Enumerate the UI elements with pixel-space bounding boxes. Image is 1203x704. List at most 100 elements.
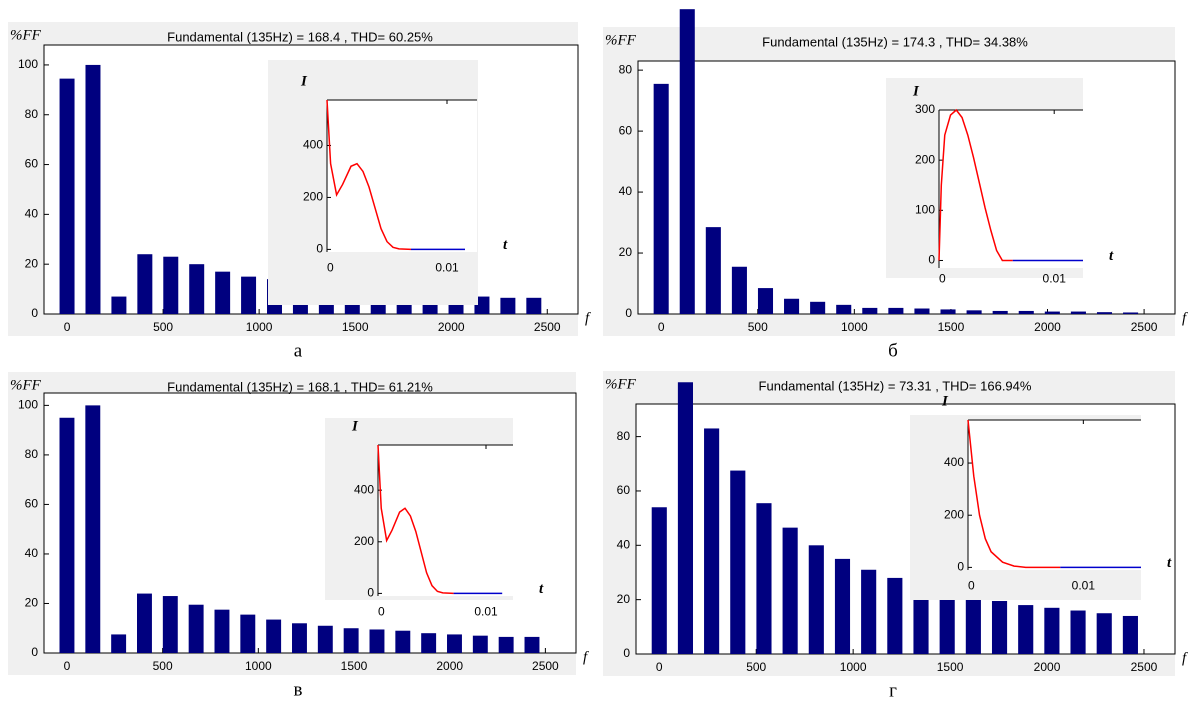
y-axis-label: %FF: [10, 27, 42, 43]
x-tick-label: 0: [64, 659, 71, 673]
bar: [214, 609, 230, 653]
x-tick-label: 500: [153, 320, 173, 334]
y-tick-label: 80: [25, 447, 39, 461]
inset-y-label: I: [351, 418, 359, 434]
bar: [888, 307, 904, 314]
bar: [679, 9, 695, 314]
x-tick-label: 1000: [246, 320, 273, 334]
bar: [965, 598, 981, 654]
panel: Fundamental (135Hz) = 174.3 , THD= 34.38…: [603, 9, 1188, 361]
bar: [524, 636, 540, 653]
bar: [808, 545, 824, 654]
bar: [1096, 312, 1113, 314]
bar: [526, 297, 542, 314]
bar: [756, 503, 772, 654]
x-axis-label: f: [583, 649, 589, 665]
bar: [939, 596, 955, 654]
inset-y-tick-label: 0: [367, 586, 374, 600]
inset-x-tick-label: 0.01: [474, 605, 498, 619]
x-tick-label: 1000: [245, 659, 272, 673]
bar: [85, 64, 101, 314]
inset-x-label: t: [503, 237, 508, 253]
bar: [784, 298, 800, 314]
bar: [111, 296, 127, 314]
bar: [369, 629, 385, 653]
bar: [85, 405, 101, 653]
inset-line: [377, 444, 454, 595]
x-tick-label: 2500: [532, 659, 559, 673]
inset-y-label: I: [941, 393, 949, 409]
inset-y-tick-label: 400: [354, 482, 374, 496]
inset-x-tick-label: 0: [939, 272, 946, 286]
y-tick-label: 80: [617, 429, 631, 443]
y-tick-label: 0: [625, 306, 632, 320]
inset-plot-area: [327, 100, 477, 252]
x-tick-label: 2000: [438, 320, 465, 334]
bar: [421, 633, 437, 653]
inset-plot-area: [968, 420, 1141, 570]
y-tick-label: 40: [25, 546, 39, 560]
bar: [862, 307, 878, 314]
inset-y-tick-label: 0: [316, 242, 323, 256]
caption: г: [889, 680, 897, 701]
y-tick-label: 0: [31, 306, 38, 320]
bar: [836, 304, 852, 314]
bar: [1044, 607, 1060, 654]
x-tick-label: 0: [656, 660, 663, 674]
bar: [240, 614, 256, 653]
chart-title: Fundamental (135Hz) = 168.4 , THD= 60.25…: [167, 29, 433, 44]
bar: [474, 296, 490, 314]
bar: [991, 601, 1008, 654]
x-tick-label: 500: [746, 660, 766, 674]
inset-y-tick-label: 300: [915, 102, 935, 116]
inset-line: [326, 99, 412, 251]
bar: [59, 417, 75, 653]
bar: [914, 308, 930, 314]
bar: [500, 297, 516, 314]
inset-x-tick-label: 0: [378, 605, 385, 619]
x-tick-label: 1000: [840, 660, 867, 674]
inset-x-tick-label: 0.01: [1072, 579, 1096, 593]
x-tick-label: 0: [658, 320, 665, 334]
bar: [189, 264, 205, 314]
y-tick-label: 80: [25, 107, 39, 121]
bar: [940, 309, 956, 314]
bar: [1122, 615, 1138, 654]
x-axis-label: f: [1182, 650, 1188, 666]
y-axis-label: %FF: [10, 377, 42, 393]
bar: [343, 628, 359, 653]
bar: [111, 634, 127, 653]
inset-y-tick-label: 0: [957, 560, 964, 574]
y-tick-label: 20: [25, 596, 39, 610]
bar: [266, 619, 282, 653]
bar: [188, 604, 204, 653]
bar: [810, 301, 826, 314]
y-tick-label: 40: [619, 184, 633, 198]
caption: а: [294, 340, 303, 361]
x-tick-label: 500: [153, 659, 173, 673]
y-tick-label: 0: [623, 646, 630, 660]
y-tick-label: 40: [25, 207, 39, 221]
bar: [861, 569, 877, 654]
inset-y-tick-label: 0: [928, 253, 935, 267]
bar: [757, 288, 774, 314]
y-tick-label: 20: [619, 245, 633, 259]
y-tick-label: 100: [18, 398, 38, 412]
bar: [163, 256, 179, 314]
bar: [992, 310, 1008, 314]
y-tick-label: 0: [31, 645, 38, 659]
bar: [653, 83, 669, 314]
inset-x-label: t: [1167, 555, 1172, 571]
bar: [472, 635, 488, 653]
inset-y-tick-label: 200: [303, 190, 323, 204]
x-tick-label: 2500: [1131, 660, 1158, 674]
inset-line: [967, 419, 1061, 569]
x-tick-label: 2000: [1034, 660, 1061, 674]
bar: [704, 428, 720, 654]
inset-x-tick-label: 0: [327, 261, 334, 275]
bar: [1123, 312, 1139, 314]
bar: [1018, 310, 1034, 314]
y-tick-label: 20: [617, 592, 631, 606]
y-tick-label: 60: [617, 483, 631, 497]
